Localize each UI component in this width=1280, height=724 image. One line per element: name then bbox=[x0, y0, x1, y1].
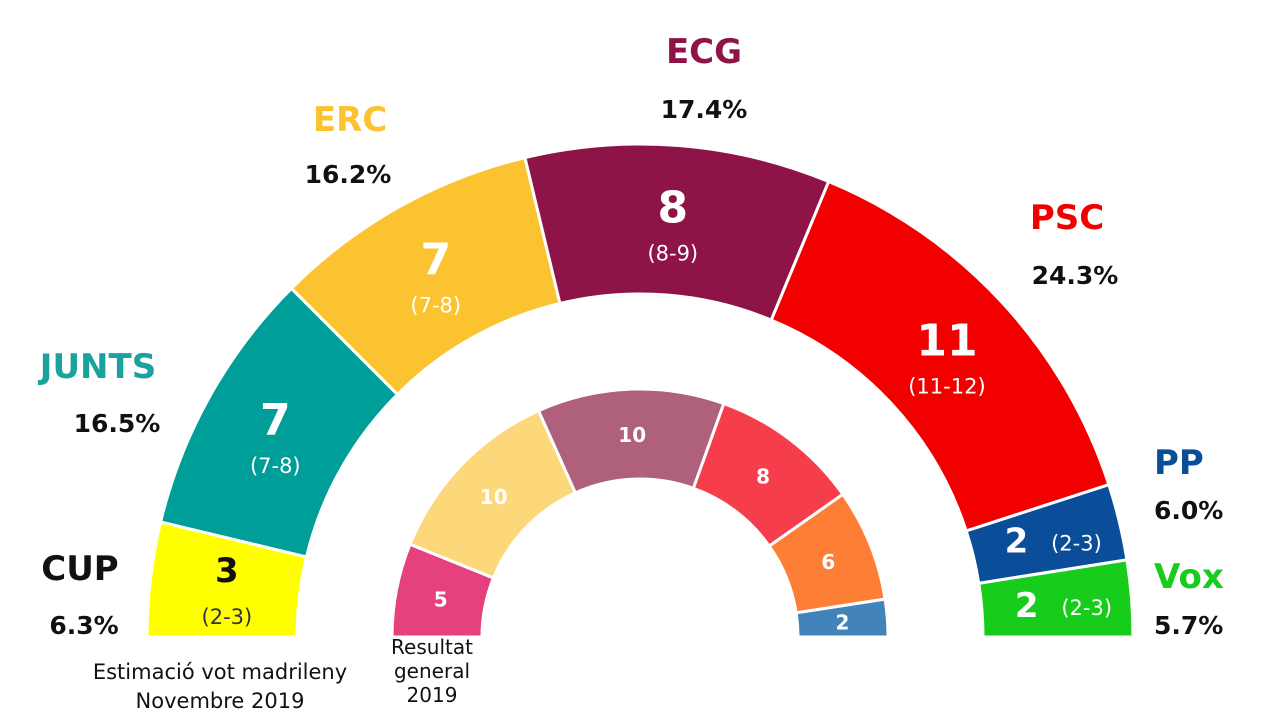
party-name-cup: CUP bbox=[41, 549, 118, 589]
seat-range-pp: (2-3) bbox=[1051, 531, 1102, 555]
seat-range-cup: (2-3) bbox=[202, 605, 253, 629]
result-seat-count-5: 6 bbox=[821, 550, 835, 574]
result-caption-line-3: 2019 bbox=[407, 683, 458, 707]
result-seat-count-2: 10 bbox=[480, 485, 508, 509]
seat-count-psc: 11 bbox=[916, 315, 977, 366]
seat-segment-vox bbox=[977, 558, 1135, 639]
result-caption-line-2: general bbox=[394, 659, 470, 683]
result-seat-count-6: 2 bbox=[835, 610, 849, 634]
seat-count-vox: 2 bbox=[1015, 586, 1039, 626]
party-name-psc: PSC bbox=[1030, 198, 1104, 238]
seat-count-erc: 7 bbox=[420, 234, 451, 285]
vote-share-ecg: 17.4% bbox=[661, 95, 748, 124]
result-seat-count-4: 8 bbox=[756, 465, 770, 489]
party-name-ecg: ECG bbox=[666, 32, 742, 72]
seat-count-pp: 2 bbox=[1005, 521, 1029, 561]
party-name-vox: Vox bbox=[1154, 557, 1224, 597]
party-name-erc: ERC bbox=[313, 100, 387, 140]
seat-count-cup: 3 bbox=[215, 551, 239, 591]
result-caption-line-1: Resultat bbox=[391, 635, 473, 659]
vote-share-junts: 16.5% bbox=[74, 409, 161, 438]
vote-share-pp: 6.0% bbox=[1154, 496, 1223, 525]
estimate-caption-line-1: Estimació vot madrileny bbox=[93, 660, 347, 684]
vote-share-vox: 5.7% bbox=[1154, 611, 1223, 640]
vote-share-erc: 16.2% bbox=[305, 160, 392, 189]
seat-range-erc: (7-8) bbox=[410, 293, 461, 317]
party-name-pp: PP bbox=[1154, 443, 1204, 483]
result-segment-6 bbox=[794, 597, 890, 639]
seat-range-vox: (2-3) bbox=[1061, 596, 1112, 620]
party-name-junts: JUNTS bbox=[38, 347, 156, 387]
vote-share-cup: 6.3% bbox=[49, 611, 118, 640]
seat-range-psc: (11-12) bbox=[908, 374, 985, 398]
seat-count-junts: 7 bbox=[260, 395, 291, 446]
seat-range-junts: (7-8) bbox=[250, 454, 301, 478]
vote-share-psc: 24.3% bbox=[1032, 261, 1119, 290]
estimate-caption-line-2: Novembre 2019 bbox=[136, 689, 305, 713]
result-seat-count-1: 5 bbox=[434, 587, 448, 611]
seat-count-ecg: 8 bbox=[657, 182, 688, 233]
seat-range-ecg: (8-9) bbox=[647, 241, 698, 265]
result-seat-count-3: 10 bbox=[618, 423, 646, 447]
